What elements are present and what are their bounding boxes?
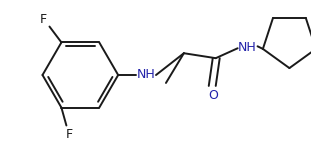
Text: NH: NH bbox=[238, 41, 257, 54]
Text: F: F bbox=[40, 13, 47, 26]
Text: F: F bbox=[66, 128, 73, 141]
Text: O: O bbox=[208, 89, 218, 102]
Text: NH: NH bbox=[137, 68, 155, 81]
